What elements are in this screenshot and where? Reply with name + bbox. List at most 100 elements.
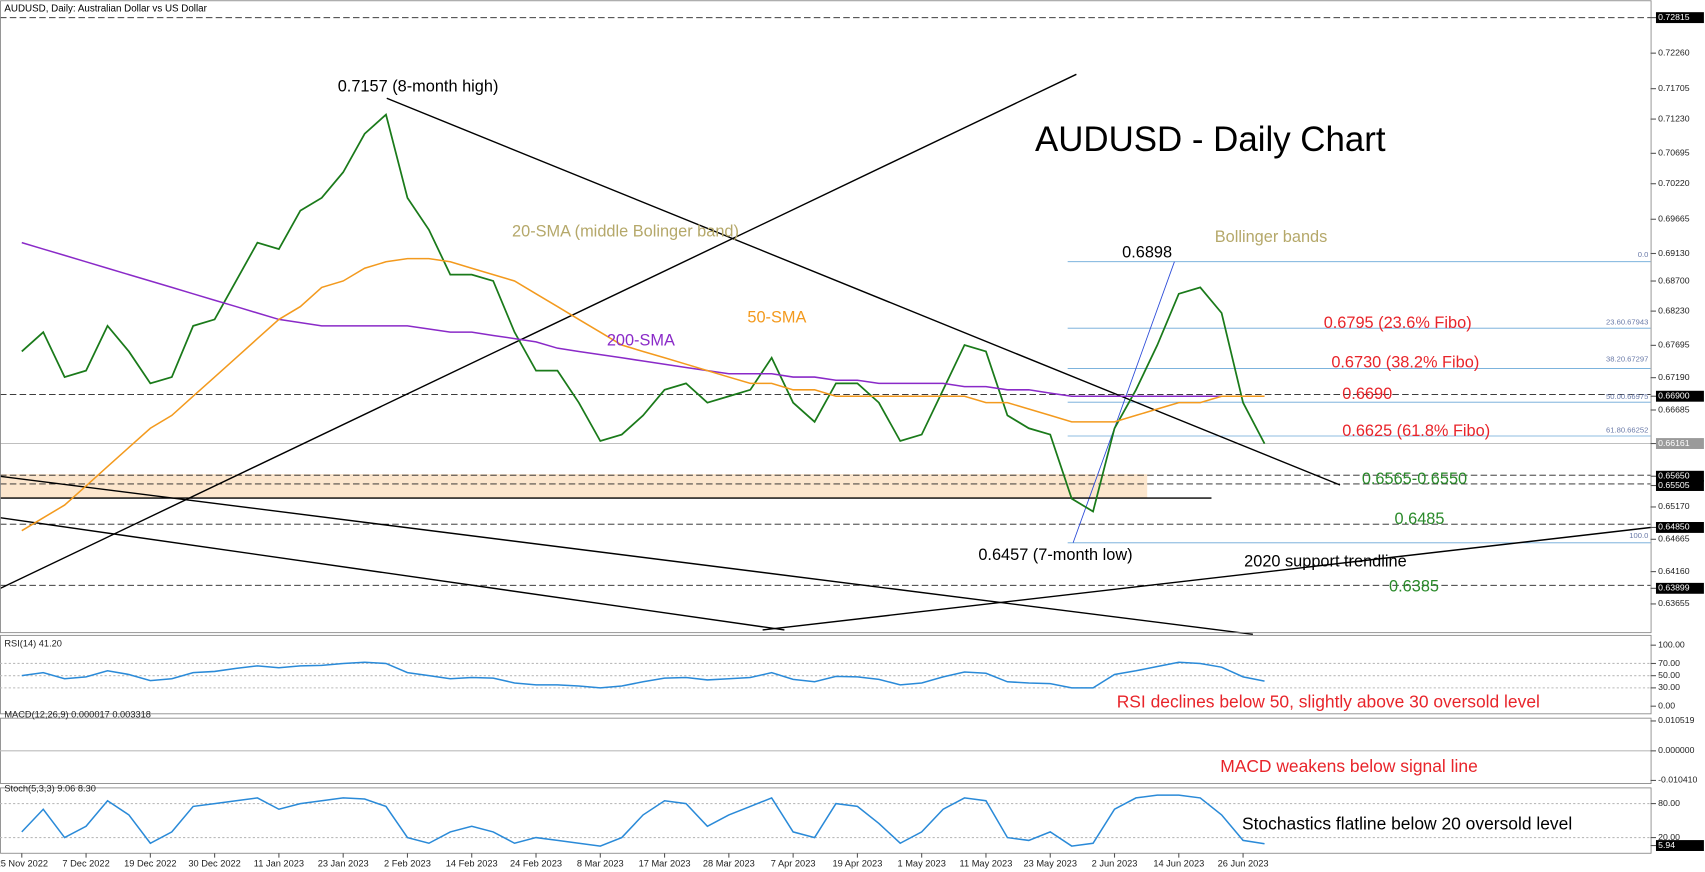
y-tick-label: 0.69130 xyxy=(1658,248,1690,258)
annotation: Bollinger bands xyxy=(1215,228,1328,246)
x-tick-label: 14 Jun 2023 xyxy=(1153,859,1204,869)
x-tick-label: 23 May 2023 xyxy=(1023,859,1076,869)
x-tick-label: 25 Nov 2022 xyxy=(0,859,48,869)
y-tick-label: 0.68230 xyxy=(1658,305,1690,315)
y-tick-label: 0.65170 xyxy=(1658,501,1690,511)
annotation: 0.6795 (23.6% Fibo) xyxy=(1324,314,1472,332)
y-tick-label: 0.71230 xyxy=(1658,113,1690,123)
y-tick-label: 0.66161 xyxy=(1658,438,1690,448)
y-tick-label: 80.00 xyxy=(1658,798,1680,808)
annotation: 50-SMA xyxy=(747,309,806,327)
y-tick-label: 100.00 xyxy=(1658,639,1685,649)
y-tick-label: 0.63655 xyxy=(1658,598,1690,608)
y-tick-label: 0.010519 xyxy=(1658,715,1694,725)
x-tick-label: 7 Dec 2022 xyxy=(62,859,109,869)
x-tick-label: 11 May 2023 xyxy=(960,859,1013,869)
panel-title: RSI(14) 41.20 xyxy=(4,639,62,649)
annotation: 0.7157 (8-month high) xyxy=(338,78,499,96)
annotation: 0.6690 xyxy=(1342,385,1392,403)
annotation: 20-SMA (middle Bolinger band) xyxy=(512,223,739,241)
annotation: 38.20.67297 xyxy=(1606,355,1648,364)
trend-lines xyxy=(0,73,1651,635)
frame xyxy=(0,634,1652,715)
y-tick-label: 0.71705 xyxy=(1658,83,1690,93)
panel-title: Stoch(5,3,3) 9.06 8.30 xyxy=(4,783,96,793)
level-lines xyxy=(0,17,1651,586)
y-tick-highlight xyxy=(1655,12,1704,24)
x-tick-label: 11 Jan 2023 xyxy=(254,859,304,869)
y-tick-label: 0.66685 xyxy=(1658,404,1690,414)
x-tick-label: 19 Dec 2022 xyxy=(124,859,176,869)
x-tick-label: 7 Apr 2023 xyxy=(771,859,816,869)
annotation: 0.6385 xyxy=(1389,578,1439,596)
trend-line xyxy=(0,517,785,631)
x-tick-label: 2 Jun 2023 xyxy=(1092,859,1138,869)
y-tick-label: -0.010410 xyxy=(1658,775,1697,785)
y-tick-highlight xyxy=(1655,582,1704,594)
y-tick-label: 0.63899 xyxy=(1658,583,1690,593)
y-tick-highlight xyxy=(1655,470,1704,482)
x-tick-label: 14 Feb 2023 xyxy=(446,859,498,869)
annotation: MACD weakens below signal line xyxy=(1220,756,1478,776)
fibo-anchor xyxy=(1072,261,1175,543)
y-tick-label: 0.00 xyxy=(1658,700,1675,710)
trend-line xyxy=(0,73,1077,590)
y-tick-label: 30.00 xyxy=(1658,682,1680,692)
annotation: 0.6457 (7-month low) xyxy=(978,546,1132,564)
x-tick-label: 24 Feb 2023 xyxy=(510,859,562,869)
x-tick-label: 28 Mar 2023 xyxy=(703,859,755,869)
annotation: 2020 support trendline xyxy=(1244,553,1406,571)
annotation: 0.6565-0.6550 xyxy=(1362,470,1467,488)
trend-line xyxy=(386,97,1341,486)
series-line xyxy=(21,113,1266,513)
series-line xyxy=(21,257,1265,532)
series-line xyxy=(21,661,1265,689)
annotation: 0.6730 (38.2% Fibo) xyxy=(1331,353,1479,371)
annotation: 200-SMA xyxy=(607,332,675,350)
annotation: Stochastics flatline below 20 oversold l… xyxy=(1242,814,1572,834)
x-tick-label: 23 Jan 2023 xyxy=(318,859,369,869)
trend-line xyxy=(762,526,1651,631)
annotation: 23.60.67943 xyxy=(1606,318,1648,327)
y-tick-label: 0.65505 xyxy=(1658,480,1690,490)
chart-title: AUDUSD - Daily Chart xyxy=(1035,120,1386,159)
frame xyxy=(0,787,1652,854)
y-tick-label: 0.70695 xyxy=(1658,148,1690,158)
x-tick-label: 26 Jun 2023 xyxy=(1218,859,1269,869)
y-tick-label: 0.65650 xyxy=(1658,471,1690,481)
frame xyxy=(0,0,1652,634)
header: AUDUSD, Daily: Australian Dollar vs US D… xyxy=(4,4,207,15)
y-tick-label: 5.94 xyxy=(1658,840,1675,850)
x-tick-label: 30 Dec 2022 xyxy=(188,859,240,869)
annotation: 0.0 xyxy=(1638,250,1649,259)
y-tick-label: 0.66900 xyxy=(1658,391,1690,401)
y-tick-highlight xyxy=(1655,438,1704,449)
trend-line xyxy=(0,475,1253,635)
y-tick-label: 0.000000 xyxy=(1658,745,1694,755)
y-tick-label: 0.69665 xyxy=(1658,214,1690,224)
y-tick-label: 0.64665 xyxy=(1658,534,1690,544)
y-tick-highlight xyxy=(1655,522,1704,533)
y-tick-label: 0.72260 xyxy=(1658,47,1690,57)
y-tick-highlight xyxy=(1655,840,1704,851)
y-tick-label: 0.67695 xyxy=(1658,340,1690,350)
x-tick-label: 17 Mar 2023 xyxy=(639,859,691,869)
series-line xyxy=(21,794,1265,847)
y-tick-label: 0.64160 xyxy=(1658,566,1690,576)
y-tick-highlight xyxy=(1655,390,1704,402)
annotation: 0.6485 xyxy=(1395,510,1445,528)
annotation: 0.6625 (61.8% Fibo) xyxy=(1342,422,1490,440)
series-line xyxy=(21,241,1265,397)
y-tick-label: 50.00 xyxy=(1658,670,1680,680)
x-tick-label: 19 Apr 2023 xyxy=(832,859,882,869)
y-tick-label: 0.67190 xyxy=(1658,372,1690,382)
support-zone xyxy=(0,474,1148,499)
panel-title: MACD(12,26,9) 0.000017 0.003318 xyxy=(4,709,151,719)
y-tick-label: 0.64850 xyxy=(1658,522,1690,532)
annotation: 0.6898 xyxy=(1122,243,1172,261)
y-tick-label: 0.70220 xyxy=(1658,178,1690,188)
y-tick-label: 0.72815 xyxy=(1658,12,1690,22)
annotation: 61.80.66252 xyxy=(1606,426,1648,435)
